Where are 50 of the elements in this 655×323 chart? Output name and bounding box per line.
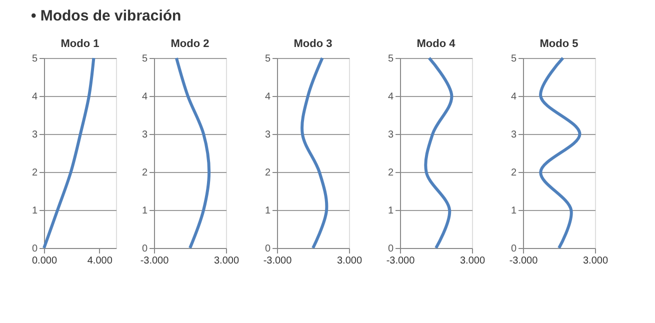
x-tick-label: 0.000 <box>32 256 58 266</box>
line-series <box>424 56 454 250</box>
line-series <box>300 56 328 250</box>
y-tick-label: 3 <box>510 130 517 140</box>
x-tick-label: 3.000 <box>214 256 240 266</box>
chart-title: Modo 2 <box>170 38 210 50</box>
chart-title: Modo 3 <box>294 38 332 50</box>
x-tick-label: -3.000 <box>263 256 292 266</box>
y-tick-label: 4 <box>388 92 394 102</box>
y-tick-label: 2 <box>32 168 38 178</box>
y-tick-label: 0 <box>32 244 38 254</box>
y-tick-label: 4 <box>264 92 271 102</box>
y-tick-label: 0 <box>388 244 394 254</box>
y-tick-label: 5 <box>142 54 148 64</box>
y-tick-label: 1 <box>388 206 394 216</box>
y-tick-label: 1 <box>142 206 148 216</box>
x-tick-label: 4.000 <box>87 256 113 266</box>
y-tick-label: 2 <box>510 168 517 178</box>
x-tick-label: -3.000 <box>140 256 170 266</box>
y-tick-label: 0 <box>264 244 271 254</box>
y-tick-label: 1 <box>32 206 38 216</box>
y-tick-label: 5 <box>388 54 394 64</box>
x-tick-label: 3.000 <box>336 256 362 266</box>
y-tick-label: 5 <box>264 54 271 64</box>
x-tick-label: -3.000 <box>386 256 416 266</box>
y-tick-label: 3 <box>264 130 271 140</box>
text: • Modos de vibración <box>30 8 182 24</box>
y-tick-label: 0 <box>510 244 517 254</box>
chart-title: Modo 1 <box>60 38 100 50</box>
chart-title: Modo 5 <box>540 38 578 50</box>
y-tick-label: 4 <box>32 92 38 102</box>
y-tick-label: 2 <box>388 168 394 178</box>
y-tick-label: 4 <box>510 92 517 102</box>
line-series <box>539 56 582 250</box>
x-tick-label: -3.000 <box>509 256 538 266</box>
x-tick-label: 3.000 <box>582 256 608 266</box>
y-tick-label: 5 <box>510 54 517 64</box>
x-tick-label: 3.000 <box>460 256 486 266</box>
y-tick-label: 3 <box>142 130 148 140</box>
line-series <box>174 56 211 250</box>
y-tick-label: 1 <box>264 206 271 216</box>
y-tick-label: 2 <box>142 168 148 178</box>
chart-title: Modo 4 <box>416 38 456 50</box>
y-tick-label: 3 <box>388 130 394 140</box>
y-tick-label: 5 <box>32 54 38 64</box>
y-tick-label: 0 <box>142 244 148 254</box>
y-tick-label: 3 <box>32 130 38 140</box>
y-tick-label: 4 <box>142 92 148 102</box>
y-tick-label: 1 <box>510 206 517 216</box>
y-tick-label: 2 <box>264 168 271 178</box>
